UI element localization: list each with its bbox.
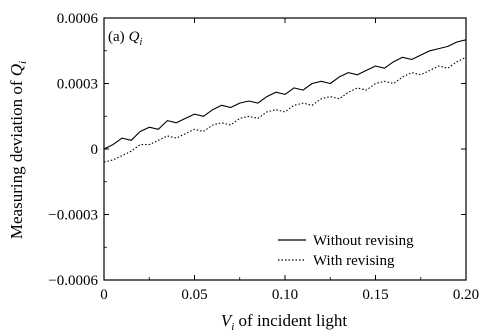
y-tick-label: 0 bbox=[91, 142, 99, 158]
panel-symbol-sub: i bbox=[140, 37, 143, 48]
legend: Without revising With revising bbox=[278, 233, 414, 269]
x-tick-label: 0 bbox=[100, 287, 108, 303]
legend-label-without-revising: Without revising bbox=[313, 233, 414, 249]
legend-label-with-revising: With revising bbox=[313, 253, 395, 269]
x-tick-label: 0.10 bbox=[272, 287, 298, 303]
y-tick-label: −0.0006 bbox=[48, 273, 98, 289]
y-tick-label: 0.0006 bbox=[57, 11, 99, 27]
axes-layer: 0 0.05 0.10 0.15 0.20 −0.0006 −0.0003 0 0.0003 0.… bbox=[48, 11, 479, 303]
series-line-with-revising bbox=[103, 56, 467, 163]
y-tick-label: −0.0003 bbox=[48, 208, 98, 224]
series-line-without-revising bbox=[103, 39, 467, 150]
x-axis-label: Vi of incident light bbox=[221, 311, 348, 331]
y-axis-label: Measuring deviation of Qi bbox=[7, 61, 29, 239]
x-tick-label: 0.05 bbox=[181, 287, 207, 303]
y-tick-label: 0.0003 bbox=[57, 77, 98, 93]
x-tick-label: 0.20 bbox=[453, 287, 479, 303]
panel-label: (a) Qi bbox=[108, 29, 143, 48]
plot-layer bbox=[103, 39, 467, 163]
x-tick-label: 0.15 bbox=[362, 287, 388, 303]
panel-symbol: Q bbox=[129, 29, 140, 45]
